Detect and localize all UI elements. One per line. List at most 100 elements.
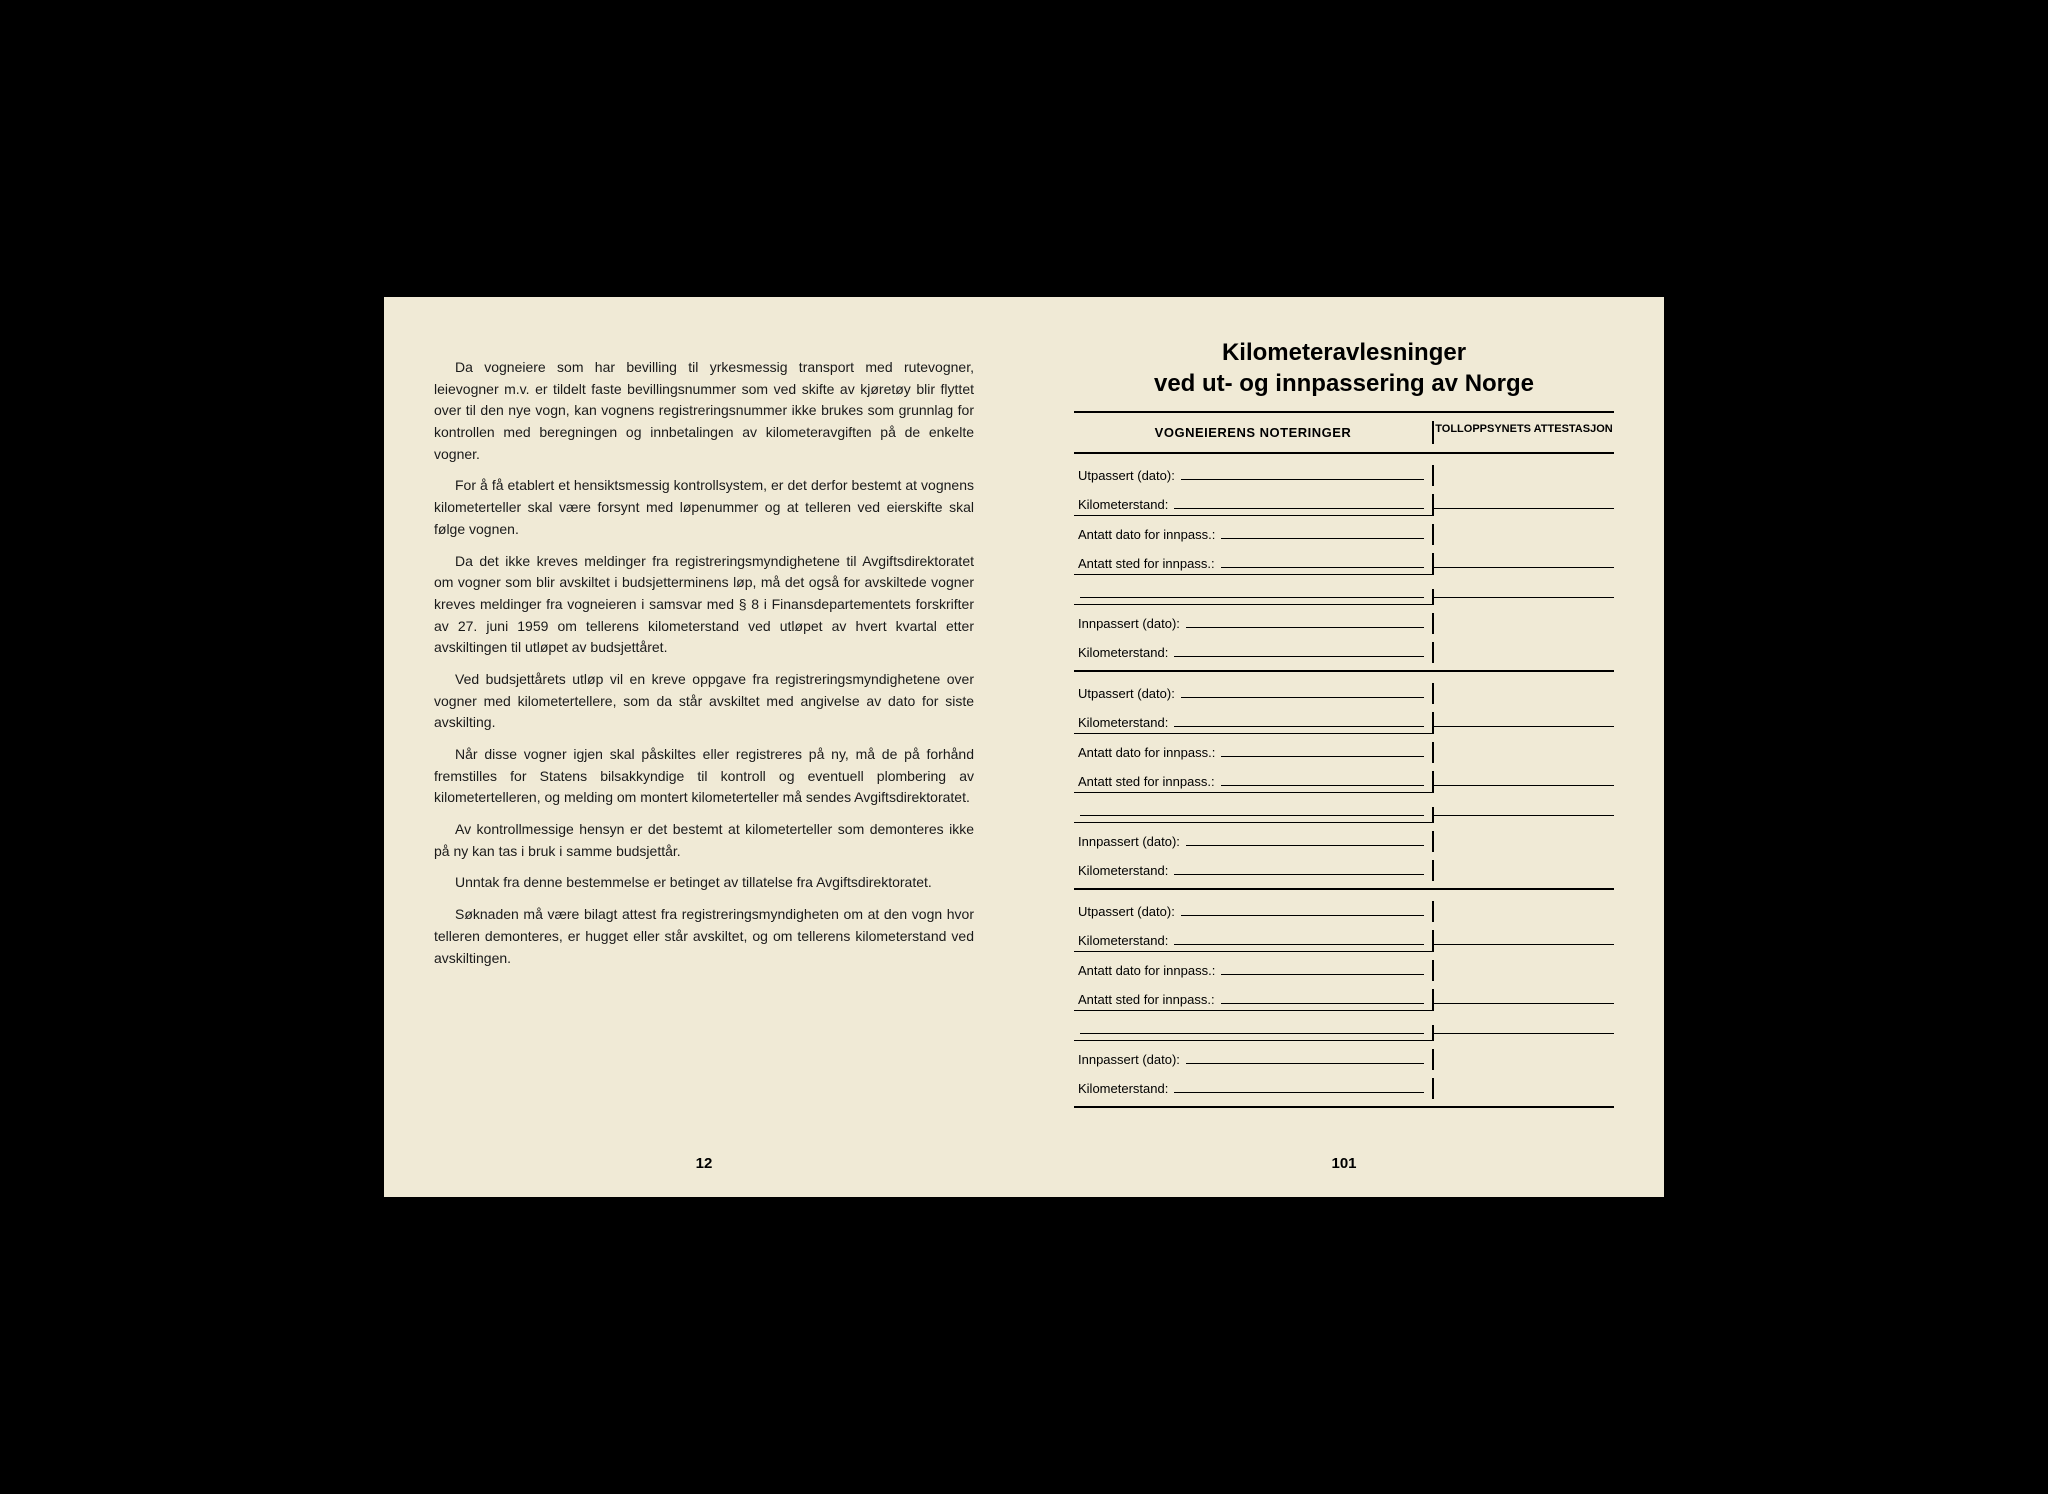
field-label: Kilometerstand: [1078,1081,1168,1096]
fill-line [1080,815,1424,816]
fill-line [1181,479,1424,480]
entry-cell-right [1434,489,1614,509]
fill-line [1174,726,1424,727]
entry-row: Antatt sted for innpass.: [1074,548,1614,575]
fill-line [1221,974,1424,975]
title-line-1: Kilometeravlesninger [1074,337,1614,368]
field-label: Antatt dato for innpass.: [1078,745,1215,760]
entry-cell-left: Innpassert (dato): [1074,1049,1434,1070]
entry-row: Innpassert (dato): [1074,826,1614,852]
field-label: Kilometerstand: [1078,933,1168,948]
entry-row: Antatt sted for innpass.: [1074,766,1614,793]
entry-cell-right [1434,707,1614,727]
entry-row: Kilometerstand: [1074,707,1614,734]
entry-cell-left: Antatt dato for innpass.: [1074,524,1434,545]
entry-row: Innpassert (dato): [1074,1044,1614,1070]
field-label: Kilometerstand: [1078,863,1168,878]
entry-row: Kilometerstand: [1074,489,1614,516]
entry-row [1074,796,1614,823]
entry-cell-right [1434,826,1614,846]
entry-row [1074,578,1614,605]
entry-row: Kilometerstand: [1074,637,1614,663]
entry-cell-left: Innpassert (dato): [1074,831,1434,852]
field-label: Innpassert (dato): [1078,616,1180,631]
entry-cell-left: Utpassert (dato): [1074,901,1434,922]
fill-line [1080,1033,1424,1034]
fill-line [1221,1003,1424,1004]
fill-line [1080,597,1424,598]
entry-cell-left: Utpassert (dato): [1074,683,1434,704]
entry-block: Utpassert (dato): Kilometerstand: Antatt d… [1074,890,1614,1108]
entry-row: Antatt dato for innpass.: [1074,737,1614,763]
fill-line [1221,756,1424,757]
entry-cell-left: Antatt dato for innpass.: [1074,742,1434,763]
entry-row: Utpassert (dato): [1074,896,1614,922]
fill-line [1186,1063,1424,1064]
field-label: Kilometerstand: [1078,645,1168,660]
entry-row: Utpassert (dato): [1074,460,1614,486]
title-line-2: ved ut- og innpassering av Norge [1074,368,1614,399]
paragraph: Da vogneiere som har bevilling til yrkes… [434,357,974,465]
paragraph: Når disse vogner igjen skal påskiltes el… [434,744,974,809]
entry-row: Antatt sted for innpass.: [1074,984,1614,1011]
fill-line [1174,944,1424,945]
entry-cell-right [1434,925,1614,945]
field-label: Innpassert (dato): [1078,1052,1180,1067]
entry-cell-left [1074,589,1434,605]
right-page: Kilometeravlesninger ved ut- og innpasse… [1024,297,1664,1197]
paragraph: Ved budsjettårets utløp vil en kreve opp… [434,669,974,734]
entry-row: Utpassert (dato): [1074,678,1614,704]
left-page: Da vogneiere som har bevilling til yrkes… [384,297,1024,1197]
fill-line [1221,567,1424,568]
fill-line [1186,627,1424,628]
entry-cell-left: Kilometerstand: [1074,860,1434,881]
fill-line [1174,656,1424,657]
entry-block: Utpassert (dato): Kilometerstand: Antatt d… [1074,454,1614,672]
fill-line [1181,697,1424,698]
entry-row: Kilometerstand: [1074,855,1614,881]
field-label: Kilometerstand: [1078,497,1168,512]
field-label: Utpassert (dato): [1078,686,1175,701]
page-number-left: 12 [384,1155,1024,1172]
field-label: Utpassert (dato): [1078,904,1175,919]
entry-cell-right [1434,678,1614,698]
fill-line [1174,1092,1424,1093]
entry-cell-left: Utpassert (dato): [1074,465,1434,486]
entry-cell-right [1434,1044,1614,1064]
entry-cell-right [1434,1073,1614,1093]
form-entries: Utpassert (dato): Kilometerstand: Antatt d… [1074,454,1614,1108]
paragraph: Da det ikke kreves meldinger fra registr… [434,551,974,659]
fill-line [1174,874,1424,875]
field-label: Kilometerstand: [1078,715,1168,730]
entry-cell-right [1434,519,1614,539]
fill-line [1221,785,1424,786]
field-label: Antatt sted for innpass.: [1078,992,1215,1007]
entry-row: Kilometerstand: [1074,925,1614,952]
field-label: Innpassert (dato): [1078,834,1180,849]
entry-cell-right [1434,766,1614,786]
fill-line [1181,915,1424,916]
entry-cell-right [1434,855,1614,875]
entry-cell-left: Antatt dato for innpass.: [1074,960,1434,981]
entry-cell-left: Antatt sted for innpass.: [1074,771,1434,793]
field-label: Antatt dato for innpass.: [1078,527,1215,542]
entry-cell-left: Antatt sted for innpass.: [1074,553,1434,575]
field-label: Antatt dato for innpass.: [1078,963,1215,978]
entry-cell-right [1434,796,1614,816]
entry-cell-left: Innpassert (dato): [1074,613,1434,634]
entry-cell-right [1434,737,1614,757]
field-label: Utpassert (dato): [1078,468,1175,483]
entry-cell-right [1434,548,1614,568]
entry-cell-left: Kilometerstand: [1074,1078,1434,1099]
form-title: Kilometeravlesninger ved ut- og innpasse… [1074,337,1614,399]
entry-cell-left [1074,1025,1434,1041]
fill-line [1221,538,1424,539]
entry-cell-right [1434,460,1614,480]
page-number-right: 101 [1024,1155,1664,1172]
header-owner-notes: VOGNEIERENS NOTERINGER [1074,421,1434,444]
entry-cell-left: Kilometerstand: [1074,712,1434,734]
entry-cell-left: Kilometerstand: [1074,494,1434,516]
entry-cell-right [1434,608,1614,628]
entry-row: Antatt dato for innpass.: [1074,955,1614,981]
entry-block: Utpassert (dato): Kilometerstand: Antatt d… [1074,672,1614,890]
